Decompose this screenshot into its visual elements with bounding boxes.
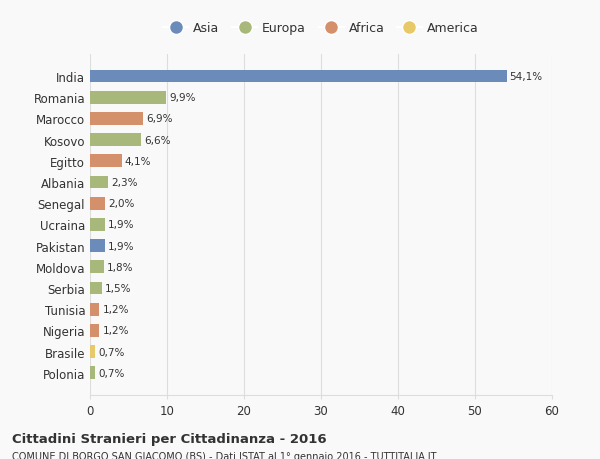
Bar [90,325,99,337]
Bar [90,197,106,210]
Text: 6,6%: 6,6% [144,135,170,146]
Bar [90,303,99,316]
Bar [90,240,104,252]
Text: 1,5%: 1,5% [104,283,131,293]
Text: 4,1%: 4,1% [125,157,151,167]
Bar [90,261,104,274]
Text: 2,0%: 2,0% [109,199,135,209]
Bar [90,346,95,358]
Bar [90,155,122,168]
Bar [90,218,104,231]
Bar [90,92,166,104]
Bar [90,367,95,379]
Text: 9,9%: 9,9% [169,93,196,103]
Text: COMUNE DI BORGO SAN GIACOMO (BS) - Dati ISTAT al 1° gennaio 2016 - TUTTITALIA.IT: COMUNE DI BORGO SAN GIACOMO (BS) - Dati … [12,451,437,459]
Bar [90,71,506,83]
Bar [90,134,141,147]
Text: 0,7%: 0,7% [98,347,125,357]
Text: 2,3%: 2,3% [111,178,137,188]
Bar [90,113,143,125]
Bar [90,282,101,295]
Text: 1,8%: 1,8% [107,262,133,272]
Text: 1,9%: 1,9% [108,241,134,251]
Bar [90,176,108,189]
Text: Cittadini Stranieri per Cittadinanza - 2016: Cittadini Stranieri per Cittadinanza - 2… [12,432,326,445]
Text: 6,9%: 6,9% [146,114,173,124]
Text: 1,2%: 1,2% [103,304,129,314]
Text: 1,9%: 1,9% [108,220,134,230]
Text: 1,2%: 1,2% [103,326,129,336]
Legend: Asia, Europa, Africa, America: Asia, Europa, Africa, America [158,17,484,40]
Text: 0,7%: 0,7% [98,368,125,378]
Text: 54,1%: 54,1% [509,72,543,82]
